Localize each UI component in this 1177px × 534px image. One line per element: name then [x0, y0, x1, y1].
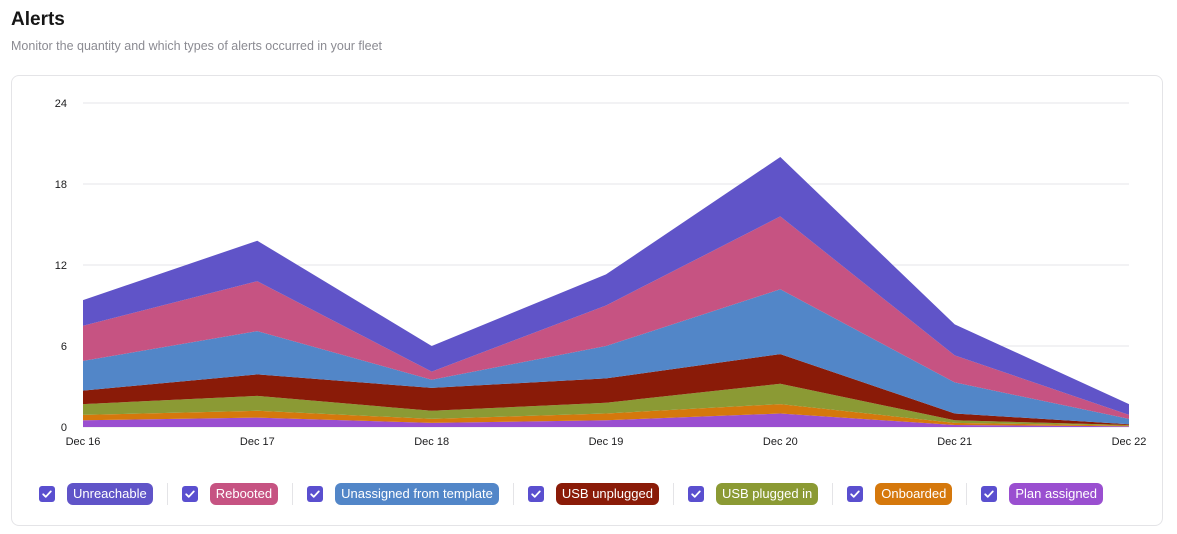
- page-header: Alerts Monitor the quantity and which ty…: [11, 8, 1161, 55]
- y-tick-label: 6: [61, 341, 67, 353]
- check-icon: [310, 490, 320, 498]
- area-usb-unplugged: [83, 354, 1129, 425]
- legend-label-rebooted: Rebooted: [209, 483, 279, 505]
- check-icon: [850, 490, 860, 498]
- legend-checkbox-plan-assigned[interactable]: [981, 486, 998, 502]
- check-icon: [691, 490, 701, 498]
- check-icon: [984, 490, 995, 498]
- page-title: Alerts: [11, 9, 65, 30]
- legend-label-unreachable: Unreachable: [67, 483, 153, 505]
- x-tick-label: Dec 18: [414, 436, 449, 448]
- check-icon: [531, 490, 541, 498]
- y-tick-label: 24: [55, 98, 67, 110]
- legend-separator: [672, 483, 674, 505]
- chart-areas: [83, 157, 1129, 427]
- legend-checkbox-onboarded[interactable]: [847, 486, 864, 502]
- legend-checkbox-usb-unplugged[interactable]: [527, 486, 544, 502]
- legend-label-usb-plugged-in: USB plugged in: [715, 483, 819, 505]
- x-axis: Dec 16 Dec 17 Dec 18 Dec 19 Dec 20 Dec 21 Dec …: [66, 436, 1147, 448]
- legend-separator: [832, 483, 834, 505]
- legend-label-plan-assigned: Plan assigned: [1009, 483, 1104, 505]
- y-axis: 0 6 12 18 24: [55, 98, 67, 434]
- legend-label-usb-unplugged: USB unplugged: [555, 483, 659, 505]
- legend-checkbox-unassigned-from-template[interactable]: [307, 486, 324, 502]
- x-tick-label: Dec 19: [589, 436, 624, 448]
- legend-item-usb-plugged-in[interactable]: USB plugged in: [687, 481, 819, 507]
- area-unassigned-from-template: [83, 289, 1129, 425]
- legend-checkbox-unreachable[interactable]: [39, 486, 55, 502]
- chart-legend: Unreachable Rebooted Unassigned from templ…: [39, 481, 1104, 507]
- x-tick-label: Dec 20: [763, 436, 798, 448]
- page-subtitle: Monitor the quantity and which types of …: [11, 39, 383, 53]
- legend-item-unreachable[interactable]: Unreachable: [39, 481, 153, 507]
- area-unreachable: [83, 157, 1129, 415]
- legend-separator: [966, 483, 968, 505]
- legend-item-onboarded[interactable]: Onboarded: [847, 481, 953, 507]
- alerts-chart-card: 0 6 12 18 24 Dec 16 Dec 17 Dec 18 Dec 19 Dec 20 D…: [11, 75, 1163, 526]
- area-rebooted: [83, 216, 1129, 419]
- y-tick-label: 12: [55, 260, 67, 272]
- legend-item-plan-assigned[interactable]: Plan assigned: [981, 481, 1104, 507]
- legend-checkbox-rebooted[interactable]: [181, 486, 198, 502]
- area-onboarded: [83, 404, 1129, 427]
- x-tick-label: Dec 21: [937, 436, 972, 448]
- check-icon: [42, 490, 52, 498]
- x-tick-label: Dec 22: [1112, 436, 1147, 448]
- legend-separator: [166, 483, 168, 505]
- area-usb-plugged-in: [83, 383, 1129, 426]
- legend-separator: [512, 483, 514, 505]
- legend-item-unassigned-from-template[interactable]: Unassigned from template: [307, 481, 499, 507]
- check-icon: [185, 490, 195, 498]
- y-tick-label: 18: [55, 179, 67, 191]
- legend-item-usb-unplugged[interactable]: USB unplugged: [527, 481, 659, 507]
- legend-separator: [292, 483, 294, 505]
- x-tick-label: Dec 17: [240, 436, 275, 448]
- legend-item-rebooted[interactable]: Rebooted: [181, 481, 279, 507]
- legend-label-unassigned-from-template: Unassigned from template: [335, 483, 499, 505]
- area-plan-assigned: [83, 413, 1129, 427]
- y-tick-label: 0: [61, 422, 67, 434]
- legend-label-onboarded: Onboarded: [875, 483, 953, 505]
- x-tick-label: Dec 16: [66, 436, 101, 448]
- legend-checkbox-usb-plugged-in[interactable]: [687, 486, 704, 502]
